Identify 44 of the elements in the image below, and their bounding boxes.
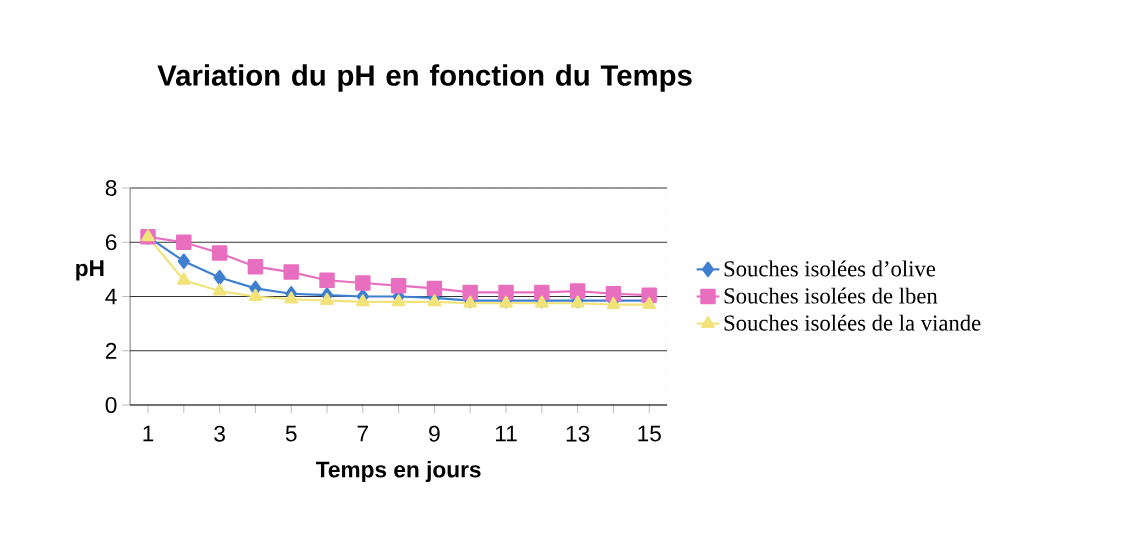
y-tick-label: 8 — [105, 179, 117, 197]
point — [355, 294, 370, 307]
x-tick-label: 5 — [285, 425, 297, 442]
y-tick-label: 4 — [105, 288, 117, 305]
point — [534, 284, 550, 301]
x-axis-title: Temps en jours — [315, 460, 481, 483]
point — [248, 288, 263, 301]
point — [569, 283, 586, 299]
legend-label: Souches isolées d’olive — [724, 260, 936, 277]
point — [642, 296, 657, 310]
point — [247, 258, 264, 275]
point — [605, 286, 622, 302]
point — [283, 264, 299, 280]
legend-label: Souches isolées de lben — [724, 287, 938, 304]
point — [426, 280, 443, 297]
point — [176, 234, 192, 250]
point — [211, 245, 228, 261]
y-axis-title: pH — [76, 260, 104, 281]
point — [391, 294, 406, 307]
x-tick-label: 9 — [429, 425, 440, 442]
point — [176, 272, 191, 285]
x-tick-label: 11 — [495, 425, 517, 442]
x-tick-label: 13 — [566, 425, 590, 442]
point — [390, 277, 407, 294]
point — [284, 291, 299, 304]
point — [212, 283, 227, 296]
point — [427, 294, 442, 307]
y-tick-label: 2 — [105, 342, 117, 359]
point — [177, 253, 190, 269]
point — [213, 269, 226, 286]
y-tick-label: 0 — [105, 396, 117, 414]
x-tick-label: 3 — [214, 425, 225, 442]
chart-title: Variation du pH en fonction du Temps — [157, 64, 692, 92]
point — [498, 284, 514, 301]
point — [462, 284, 478, 301]
point — [355, 275, 371, 291]
point — [320, 292, 334, 305]
legend-label: Souches isolées de la viande — [724, 314, 981, 331]
point — [606, 296, 621, 310]
x-tick-label: 15 — [638, 425, 661, 442]
point — [319, 272, 335, 288]
y-tick-label: 6 — [105, 234, 117, 251]
x-tick-label: 1 — [143, 425, 154, 442]
x-tick-label: 7 — [357, 425, 368, 442]
